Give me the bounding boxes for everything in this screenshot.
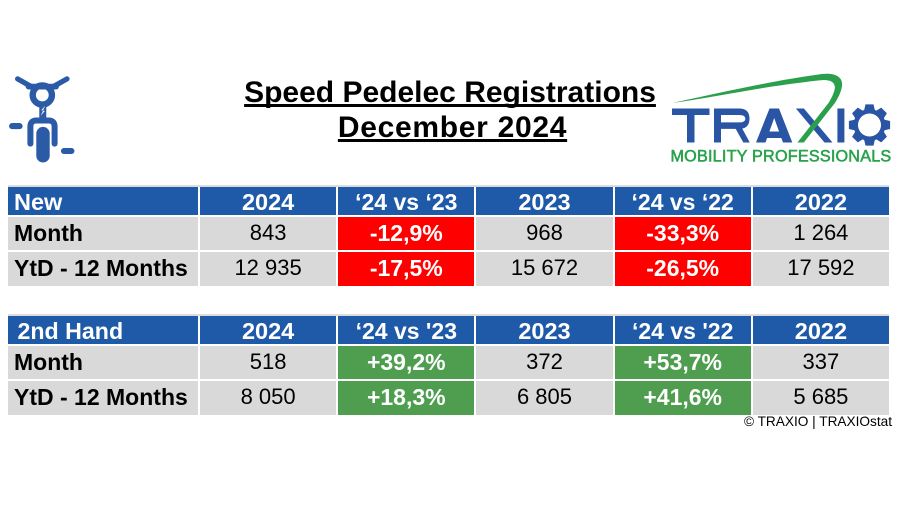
svg-text:MOBILITY PROFESSIONALS: MOBILITY PROFESSIONALS [671, 148, 892, 166]
